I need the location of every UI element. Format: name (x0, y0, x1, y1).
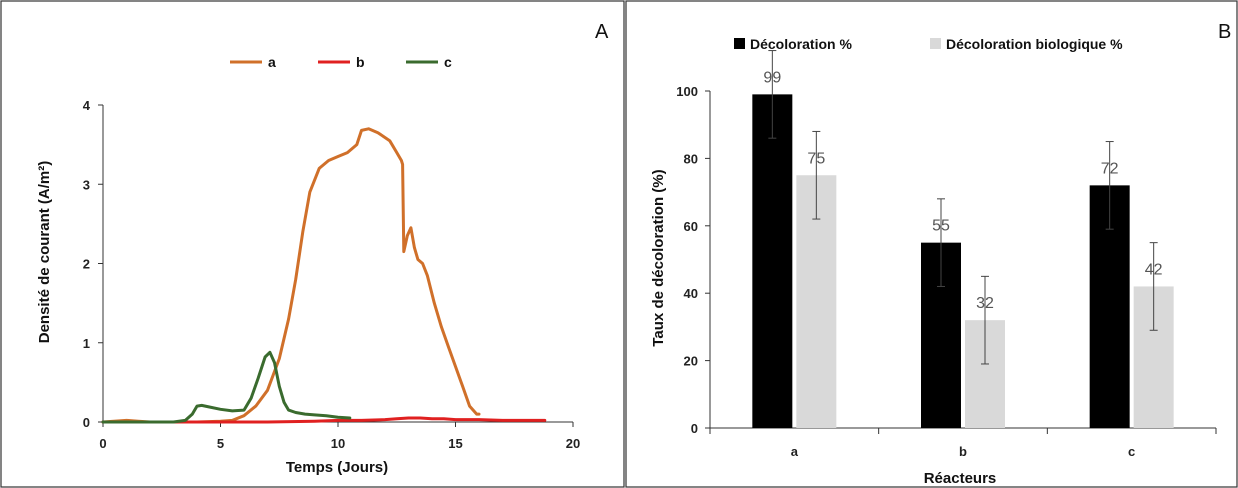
y-tick-label: 80 (684, 151, 698, 166)
panel-a-frame (0, 0, 625, 488)
panel-a-ylabel: Densité de courant (A/m²) (36, 161, 53, 344)
panel-b-ylabel: Taux de décoloration (%) (650, 169, 667, 346)
y-tick-label: 3 (83, 177, 90, 192)
bar-decoloration-a (752, 94, 793, 429)
x-tick-label: a (791, 444, 799, 459)
legend-label-b: b (356, 54, 365, 70)
panel-b-label: B (1218, 21, 1231, 43)
data-label: 99 (763, 69, 781, 86)
y-tick-label: 0 (83, 415, 90, 430)
y-tick-label: 1 (83, 336, 90, 351)
y-tick-label: 4 (83, 98, 91, 113)
y-tick-label: 60 (684, 219, 698, 234)
legend-label-decoloration: Décoloration % (750, 36, 852, 52)
x-tick-label: b (959, 444, 967, 459)
data-label: 55 (932, 218, 950, 235)
x-tick-label: 15 (448, 436, 462, 451)
series-line-a (101, 127, 481, 424)
y-tick-label: 100 (676, 84, 698, 99)
line-chart: 0 5 10 15 20 0 1 2 3 4 a b c (83, 54, 580, 451)
x-tick-label: 10 (331, 436, 345, 451)
panel-a-xlabel: Temps (Jours) (286, 459, 388, 476)
y-tick-label: 2 (83, 257, 90, 272)
legend-label-c: c (444, 54, 452, 70)
panel-b-xlabel: Réacteurs (924, 470, 997, 487)
bar-chart: 0 20 40 60 80 100 a 99 75 b 55 32 c 72 42 Décoloration … (676, 36, 1217, 459)
series-line-b (101, 416, 547, 424)
y-tick-label: 20 (684, 354, 698, 369)
data-label: 72 (1101, 160, 1119, 177)
panel-a-label: A (595, 21, 609, 43)
data-label: 75 (807, 150, 825, 167)
series-line-c (101, 350, 352, 424)
legend-swatch-decoloration (734, 38, 745, 49)
data-label: 42 (1145, 261, 1163, 278)
data-label: 32 (976, 295, 994, 312)
y-tick-label: 0 (691, 421, 698, 436)
x-tick-label: 20 (566, 436, 580, 451)
legend-label-a: a (268, 54, 276, 70)
x-tick-label: 5 (217, 436, 224, 451)
y-tick-label: 40 (684, 286, 698, 301)
legend-swatch-decoloration-biologique (930, 38, 941, 49)
x-tick-label: c (1128, 444, 1135, 459)
legend-label-decoloration-biologique: Décoloration biologique % (946, 36, 1123, 52)
x-tick-label: 0 (99, 436, 106, 451)
